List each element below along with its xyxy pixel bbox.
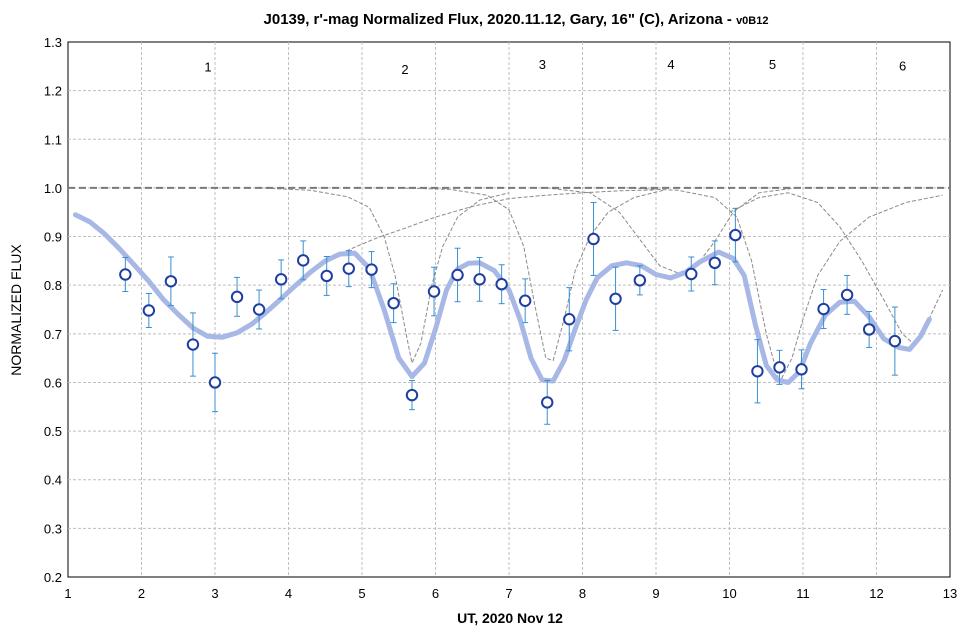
data-point xyxy=(451,268,464,282)
x-tick-label: 8 xyxy=(579,586,586,601)
component-curve xyxy=(259,187,510,365)
data-point xyxy=(862,323,876,336)
x-tick-label: 2 xyxy=(138,586,145,601)
x-tick-label: 6 xyxy=(432,586,439,601)
y-tick-label: 0.9 xyxy=(44,230,62,245)
x-tick-label: 10 xyxy=(722,586,736,601)
y-tick-label: 0.4 xyxy=(44,473,62,488)
data-point xyxy=(587,232,600,246)
y-tick-labels: 0.2 0.3 0.4 0.5 0.6 0.7 0.8 0.9 1.0 1.1 1.2 1.3 xyxy=(44,35,62,585)
chart-title-suffix: v0B12 xyxy=(736,15,768,27)
data-point xyxy=(186,338,200,351)
data-point xyxy=(252,303,266,316)
y-tick-label: 0.6 xyxy=(44,375,62,390)
data-point xyxy=(142,304,156,317)
data-point xyxy=(751,365,764,378)
x-tick-label: 3 xyxy=(211,586,218,601)
x-tick-label: 4 xyxy=(285,586,292,601)
data-point xyxy=(119,268,132,281)
x-tick-label: 13 xyxy=(943,586,957,601)
x-tick-labels: 1 2 3 4 5 6 7 8 9 10 11 12 13 xyxy=(64,586,957,601)
data-point xyxy=(840,288,854,302)
data-points xyxy=(119,228,902,409)
data-point xyxy=(609,292,622,305)
data-point xyxy=(563,313,576,326)
chart-title: J0139, r'-mag Normalized Flux, 2020.11.1… xyxy=(264,11,769,28)
y-tick-label: 1.2 xyxy=(44,84,62,99)
y-tick-label: 0.7 xyxy=(44,327,62,342)
data-point xyxy=(473,273,486,286)
data-point xyxy=(795,363,808,376)
y-tick-label: 1.1 xyxy=(44,132,62,147)
data-point xyxy=(297,254,310,267)
data-point xyxy=(365,263,378,276)
chart-title-main: J0139, r'-mag Normalized Flux, 2020.11.1… xyxy=(264,11,737,28)
data-point xyxy=(230,290,244,304)
data-point xyxy=(427,285,441,298)
data-point xyxy=(773,361,786,374)
data-point xyxy=(729,228,742,242)
y-tick-label: 0.3 xyxy=(44,521,62,536)
component-curve xyxy=(398,187,664,362)
data-point xyxy=(541,396,554,409)
x-axis-label: UT, 2020 Nov 12 xyxy=(457,610,563,626)
data-point xyxy=(817,302,830,316)
data-point xyxy=(708,256,721,270)
y-tick-label: 0.8 xyxy=(44,278,62,293)
y-tick-label: 1.0 xyxy=(44,181,62,196)
data-point xyxy=(518,294,532,307)
event-label-5: 5 xyxy=(769,57,776,72)
data-point xyxy=(633,274,647,287)
component-curve xyxy=(626,187,943,384)
x-tick-label: 7 xyxy=(505,586,512,601)
grid-lines xyxy=(68,42,950,577)
x-tick-label: 12 xyxy=(869,586,883,601)
data-point xyxy=(208,376,222,389)
data-point xyxy=(342,262,355,275)
y-axis-label: NORMALIZED FLUX xyxy=(8,244,24,376)
event-label-4: 4 xyxy=(667,57,674,72)
event-label-3: 3 xyxy=(539,57,546,72)
event-label-1: 1 xyxy=(204,59,211,74)
data-point xyxy=(274,273,288,286)
model-curve-line xyxy=(72,212,932,385)
x-tick-label: 5 xyxy=(358,586,365,601)
data-point xyxy=(405,388,419,402)
event-label-2: 2 xyxy=(401,62,408,77)
event-labels: 1 2 3 4 5 6 xyxy=(204,57,906,77)
data-point xyxy=(320,269,333,283)
event-label-6: 6 xyxy=(899,58,906,73)
model-curve xyxy=(72,212,932,385)
x-tick-label: 1 xyxy=(64,586,71,601)
data-point xyxy=(164,275,178,288)
y-tick-label: 0.2 xyxy=(44,570,62,585)
data-point xyxy=(387,296,400,310)
data-point xyxy=(495,278,508,291)
x-tick-label: 11 xyxy=(796,586,810,601)
y-tick-label: 0.5 xyxy=(44,424,62,439)
data-point xyxy=(888,334,902,348)
x-tick-label: 9 xyxy=(652,586,659,601)
data-point xyxy=(685,267,698,281)
plot-area: 1 2 3 4 5 6 xyxy=(67,41,951,578)
y-tick-label: 1.3 xyxy=(44,35,62,50)
